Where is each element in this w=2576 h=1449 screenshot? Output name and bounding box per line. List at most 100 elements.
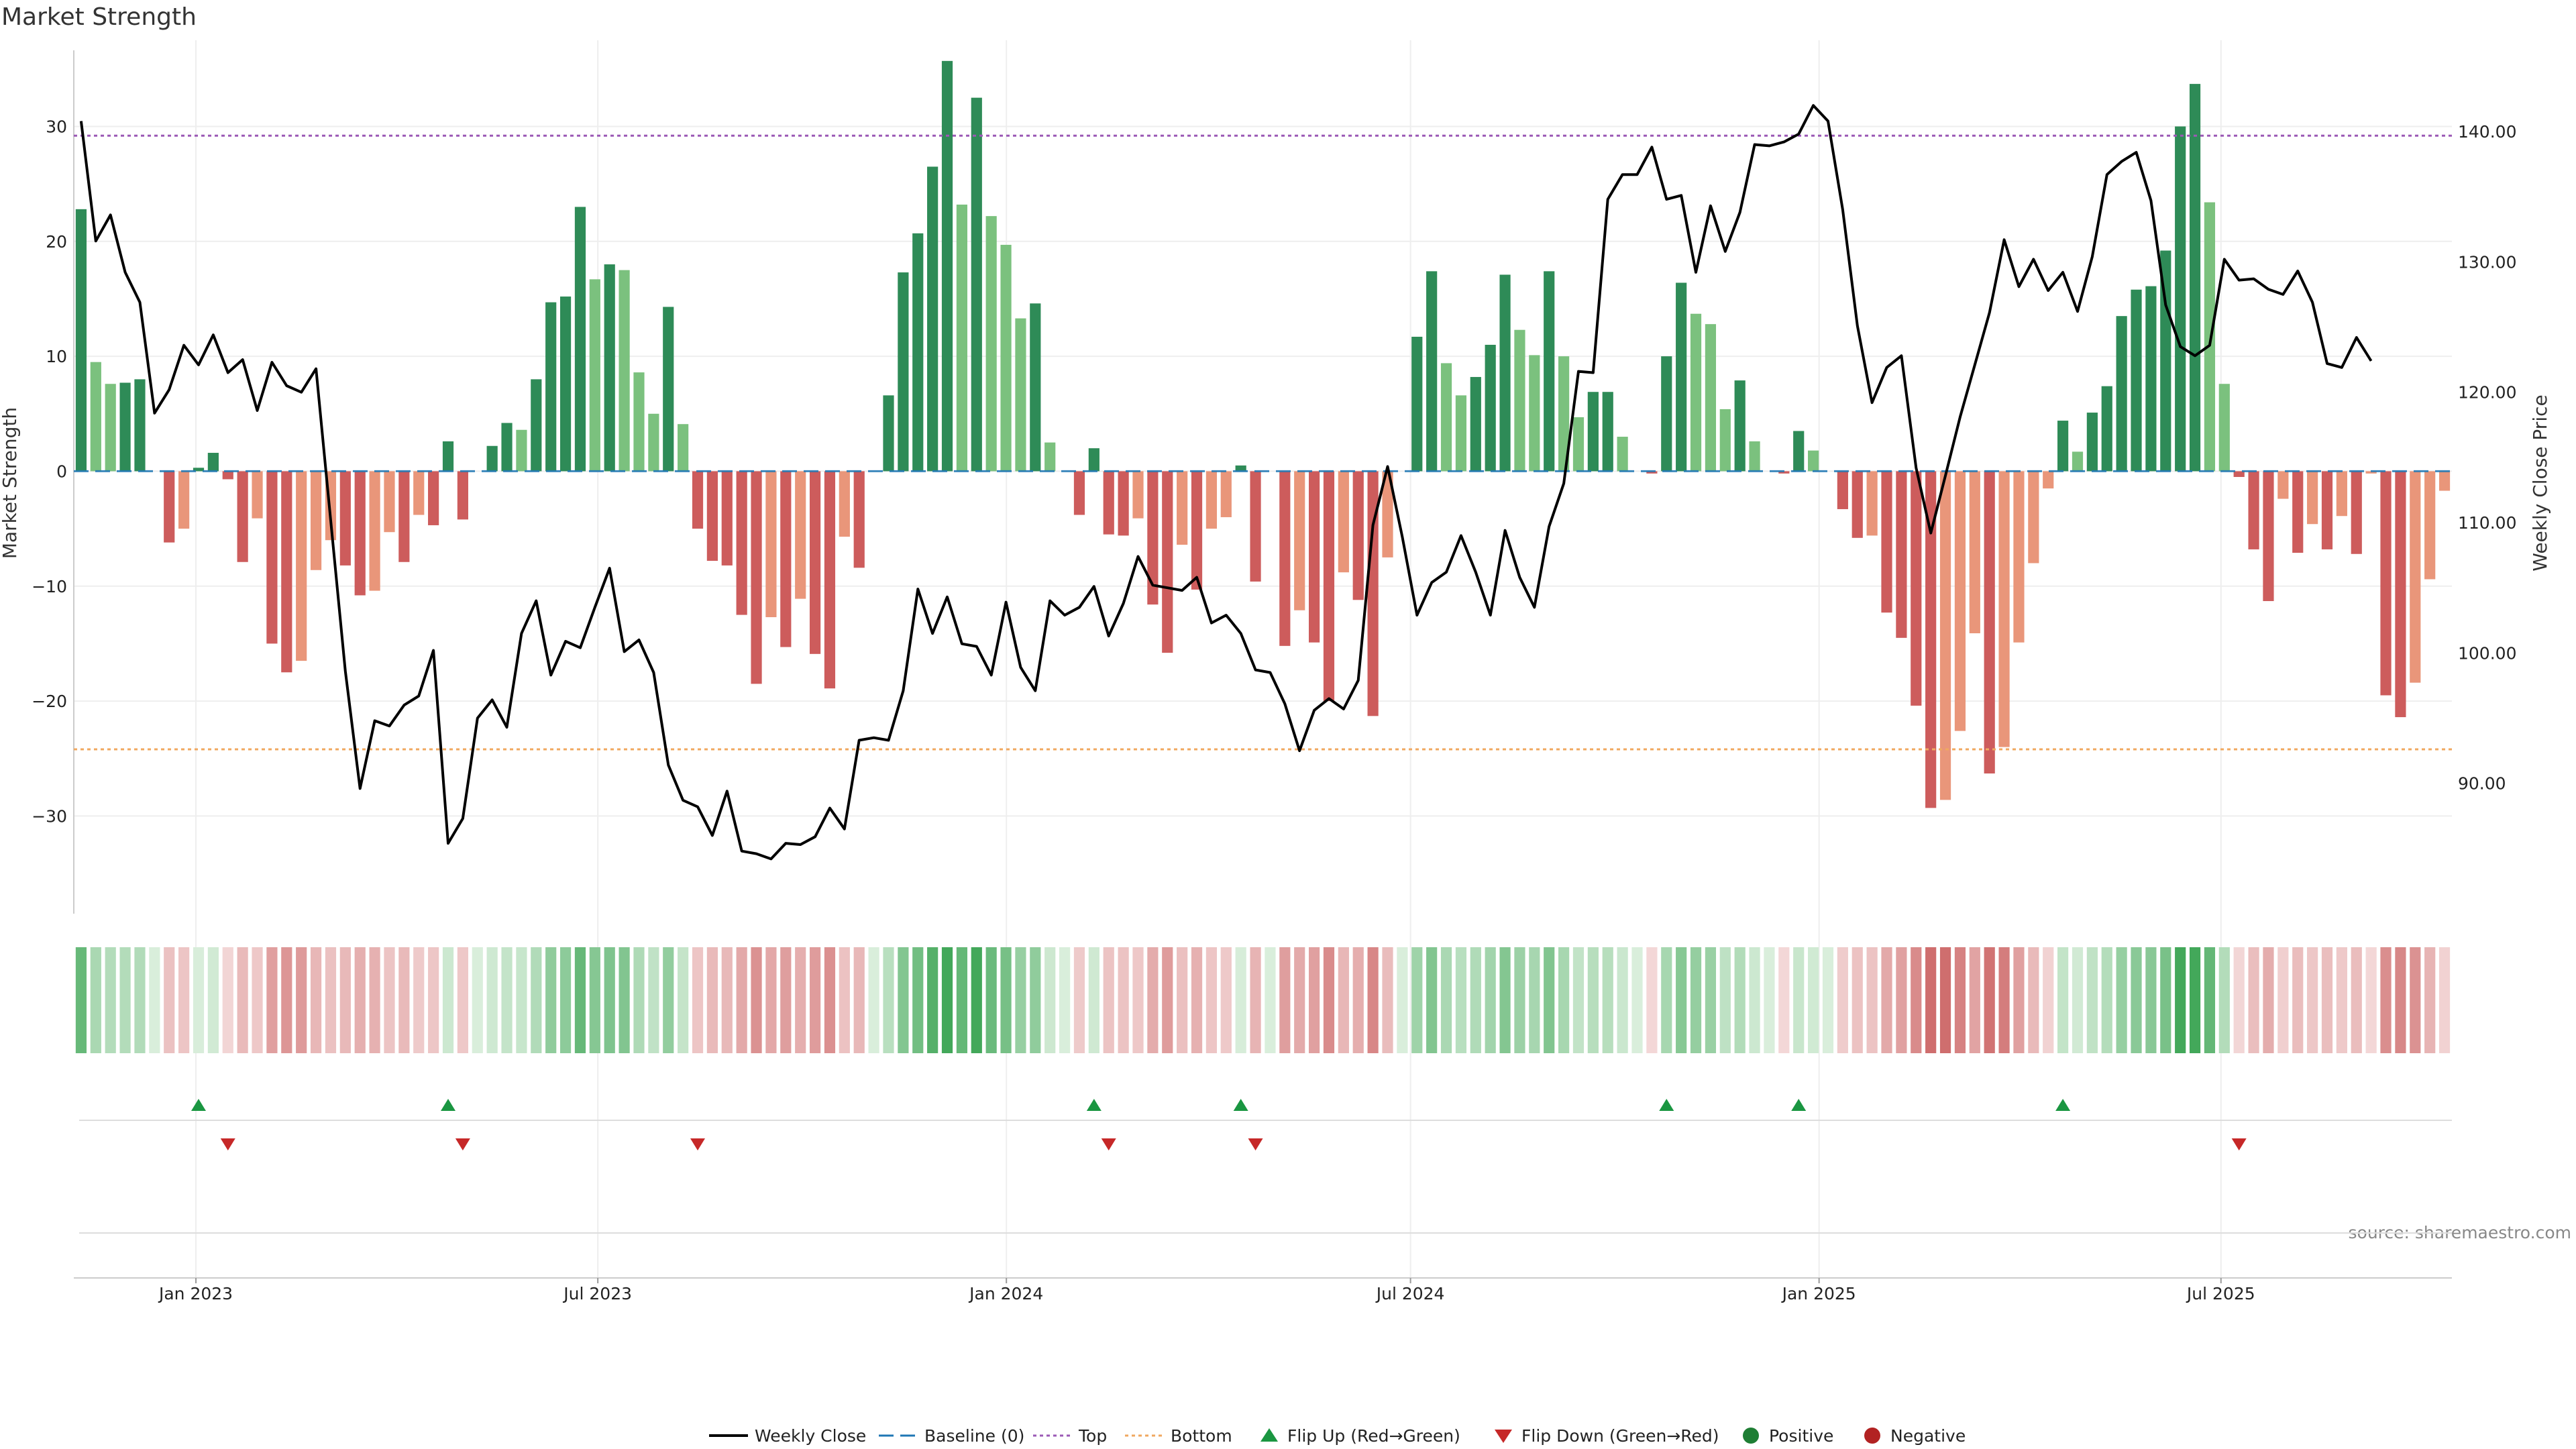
strength-bar	[1939, 471, 1951, 800]
strength-bar	[1000, 244, 1012, 472]
legend-negative-label: Negative	[1890, 1426, 1966, 1446]
heat-cell	[1205, 947, 1218, 1053]
heat-cell	[1778, 947, 1790, 1053]
strength-bar	[678, 424, 689, 472]
strength-bar	[1132, 471, 1144, 519]
heat-cell	[2277, 947, 2289, 1053]
heat-cell	[648, 947, 659, 1053]
legend-flip-up-swatch	[1260, 1428, 1278, 1442]
strength-bar	[574, 207, 586, 472]
weekly-close-line	[79, 104, 2373, 861]
strength-bar	[2101, 386, 2112, 472]
left-tick-label: −10	[32, 577, 67, 596]
left-tick-label: −20	[32, 692, 67, 711]
strength-bar	[1426, 271, 1438, 472]
x-axis: Jan 2023 Jul 2023 Jan 2024 Jul 2024 Jan 2025…	[74, 1277, 2452, 1303]
heat-cell	[912, 947, 924, 1053]
strength-bar	[178, 471, 190, 529]
strength-bar	[1925, 471, 1937, 808]
heat-cell	[1587, 947, 1599, 1053]
strength-bar	[2057, 421, 2069, 472]
strength-bar	[941, 60, 953, 472]
strength-bar	[809, 471, 821, 654]
heat-cell	[1323, 947, 1335, 1053]
strength-bar	[589, 279, 600, 472]
heat-cell	[1279, 947, 1291, 1053]
strength-bar	[1514, 329, 1525, 472]
heat-cell	[1440, 947, 1452, 1053]
legend-flip-down-label: Flip Down (Green→Red)	[1521, 1426, 1719, 1446]
right-tick-label: 100.00	[2458, 643, 2516, 663]
strength-bar	[457, 471, 468, 520]
heat-cell	[207, 947, 219, 1053]
strength-bar	[1220, 471, 1232, 517]
strength-bar	[1529, 355, 1540, 472]
heat-cell	[1939, 947, 1951, 1053]
heat-cell	[1631, 947, 1643, 1053]
heat-cell	[985, 947, 997, 1053]
heat-cell	[2101, 947, 2112, 1053]
chart-title: Market Strength	[1, 3, 197, 31]
heat-cell	[1984, 947, 1995, 1053]
strength-bar	[1308, 471, 1320, 643]
strength-bar	[1073, 471, 1085, 515]
heat-cell	[1558, 947, 1570, 1053]
strength-bar	[1837, 471, 1848, 509]
heat-cell	[1367, 947, 1379, 1053]
left-tick-label: −30	[32, 806, 67, 826]
legend-bottom-label: Bottom	[1171, 1426, 1232, 1446]
heat-cell	[2043, 947, 2054, 1053]
heat-cell	[1529, 947, 1540, 1053]
right-axis-ticks: 140.00 130.00 120.00 110.00 100.00 90.00	[2458, 122, 2516, 794]
strength-bar	[1162, 471, 1173, 653]
heat-cell	[1881, 947, 1892, 1053]
legend-flip-down-swatch	[1495, 1430, 1512, 1443]
strength-bar	[442, 441, 454, 472]
heat-cell	[252, 947, 263, 1053]
strength-bar	[1911, 471, 1922, 706]
strength-bar	[1676, 282, 1687, 472]
strength-bar	[2116, 316, 2127, 472]
heat-cell	[369, 947, 380, 1053]
heat-cell	[1734, 947, 1746, 1053]
x-tick-label: Jan 2023	[158, 1284, 233, 1303]
strength-bar	[1617, 437, 1628, 472]
strength-bar	[927, 166, 938, 472]
strength-bar	[1338, 471, 1349, 573]
strength-bar	[780, 471, 792, 647]
heat-cell	[472, 947, 483, 1053]
heat-cell	[119, 947, 131, 1053]
heat-cell	[853, 947, 865, 1053]
heat-cell	[75, 947, 87, 1053]
heat-cell	[1030, 947, 1041, 1053]
heat-cell	[501, 947, 513, 1053]
strength-bar	[765, 471, 777, 618]
strength-bar	[252, 471, 263, 519]
strength-bar	[105, 384, 116, 472]
strength-bar	[1411, 336, 1423, 472]
strength-bar	[501, 423, 513, 472]
legend-top-label: Top	[1078, 1426, 1107, 1446]
y-axis-label-left: Market Strength	[0, 407, 21, 559]
flip-up-marker	[1086, 1099, 1102, 1111]
heat-cell	[1455, 947, 1467, 1053]
right-tick-label: 130.00	[2458, 252, 2516, 272]
heat-cell	[956, 947, 968, 1053]
heat-cell	[1485, 947, 1496, 1053]
heat-cell	[457, 947, 468, 1053]
heat-cell	[1250, 947, 1261, 1053]
strength-bar	[604, 264, 615, 472]
heat-cell	[1499, 947, 1511, 1053]
strength-bar	[1382, 471, 1393, 557]
strength-bar	[1661, 356, 1672, 472]
heat-cell	[2145, 947, 2157, 1053]
heat-cell	[780, 947, 792, 1053]
heat-cell	[149, 947, 160, 1053]
strength-bar	[1205, 471, 1218, 529]
strength-bar	[2438, 471, 2451, 491]
heat-cell	[2072, 947, 2084, 1053]
strength-bar	[559, 297, 572, 472]
flip-markers	[191, 1099, 2247, 1150]
strength-bar	[1279, 471, 1291, 646]
strength-bar	[2307, 471, 2318, 525]
